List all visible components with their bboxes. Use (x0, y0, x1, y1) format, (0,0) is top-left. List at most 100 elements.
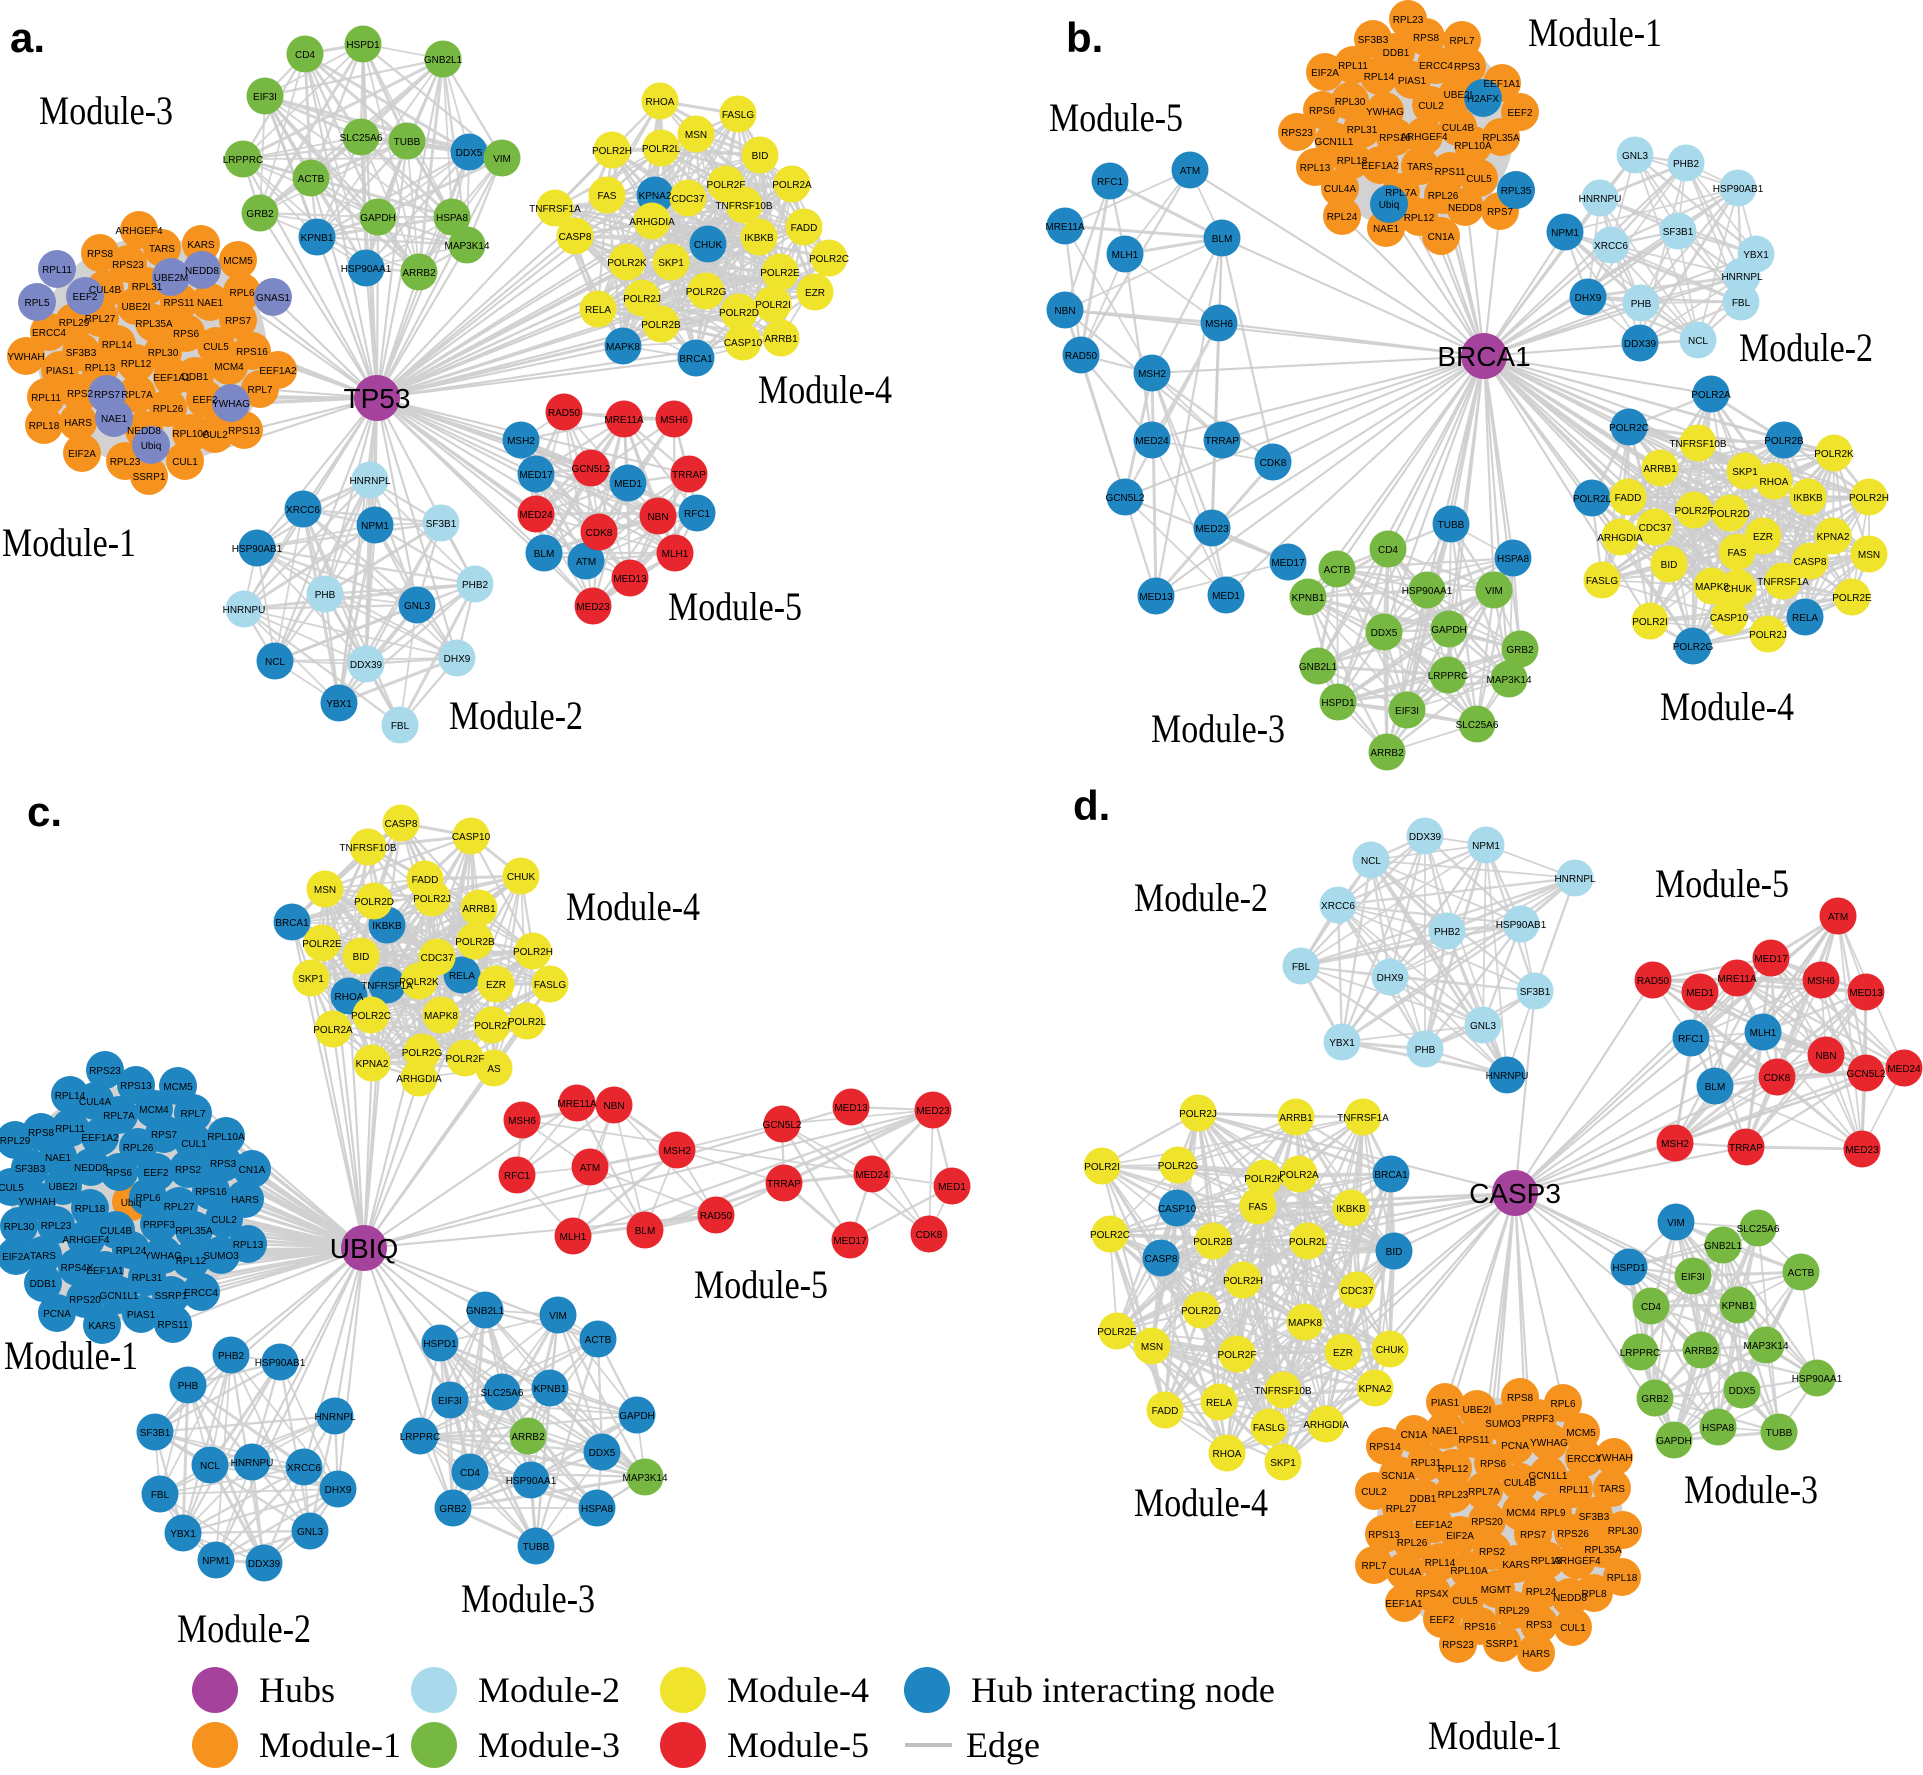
svg-text:MCM5: MCM5 (1566, 1428, 1596, 1439)
svg-text:ATM: ATM (1828, 912, 1848, 923)
svg-text:CUL2: CUL2 (1361, 1487, 1387, 1498)
svg-text:Module-1: Module-1 (1428, 1713, 1562, 1758)
svg-text:RPL18: RPL18 (75, 1204, 106, 1215)
svg-text:RPS8: RPS8 (28, 1128, 55, 1139)
svg-text:EIF3I: EIF3I (1395, 706, 1419, 717)
svg-text:HARS: HARS (1522, 1649, 1550, 1660)
svg-text:ACTB: ACTB (1324, 565, 1351, 576)
svg-text:YWHAH: YWHAH (18, 1197, 55, 1208)
svg-text:PHB: PHB (178, 1381, 199, 1392)
svg-text:MED17: MED17 (833, 1236, 867, 1247)
svg-text:EIF3I: EIF3I (253, 92, 277, 103)
svg-text:RPL7A: RPL7A (103, 1111, 135, 1122)
svg-text:c.: c. (27, 788, 62, 835)
svg-text:MRE11A: MRE11A (1717, 974, 1757, 985)
svg-text:Module-5: Module-5 (668, 584, 802, 629)
svg-text:Ubiq: Ubiq (141, 441, 162, 452)
svg-text:RPL11: RPL11 (1559, 1485, 1589, 1496)
svg-text:RPL26: RPL26 (123, 1143, 154, 1154)
svg-text:KPNA2: KPNA2 (1359, 1384, 1392, 1395)
svg-text:POLR2A: POLR2A (772, 180, 812, 191)
svg-text:POLR2J: POLR2J (1749, 630, 1787, 641)
svg-text:CASP8: CASP8 (385, 819, 418, 830)
svg-text:BRCA1: BRCA1 (275, 918, 309, 929)
svg-text:RPL31: RPL31 (132, 282, 163, 293)
svg-text:MED17: MED17 (519, 470, 553, 481)
svg-text:RPL12: RPL12 (1438, 1464, 1469, 1475)
svg-text:SUMO3: SUMO3 (1485, 1419, 1521, 1430)
svg-text:GNAS1: GNAS1 (256, 293, 290, 304)
svg-text:MAPK8: MAPK8 (606, 342, 640, 353)
svg-text:Module-3: Module-3 (478, 1725, 620, 1765)
svg-text:RPL23: RPL23 (110, 457, 141, 468)
svg-text:ARHGEF4: ARHGEF4 (1553, 1556, 1601, 1567)
svg-text:MAP3K14: MAP3K14 (1743, 1341, 1788, 1352)
svg-text:RPS7: RPS7 (225, 316, 252, 327)
svg-text:MCM4: MCM4 (139, 1105, 169, 1116)
svg-text:EEF2: EEF2 (1429, 1615, 1454, 1626)
svg-text:MED13: MED13 (834, 1103, 868, 1114)
svg-text:GCN1L1: GCN1L1 (1529, 1471, 1568, 1482)
svg-text:XRCC6: XRCC6 (1321, 901, 1355, 912)
svg-text:Edge: Edge (966, 1725, 1040, 1765)
svg-text:IKBKB: IKBKB (744, 233, 774, 244)
svg-text:POLR2H: POLR2H (513, 947, 553, 958)
svg-text:DHX9: DHX9 (1575, 293, 1602, 304)
svg-text:RPS23: RPS23 (112, 260, 144, 271)
svg-text:HNRNPL: HNRNPL (1721, 272, 1763, 283)
svg-text:Module-2: Module-2 (449, 693, 583, 738)
svg-text:CD4: CD4 (1378, 545, 1398, 556)
svg-text:NAE1: NAE1 (1432, 1426, 1459, 1437)
svg-text:RPS16: RPS16 (236, 347, 268, 358)
svg-text:EEF1A1: EEF1A1 (1483, 79, 1521, 90)
svg-text:ARHGDIA: ARHGDIA (1303, 1420, 1349, 1431)
svg-text:HSPA8: HSPA8 (1497, 554, 1529, 565)
svg-text:RAD50: RAD50 (548, 408, 581, 419)
svg-text:POLR2K: POLR2K (1244, 1174, 1284, 1185)
svg-text:TRRAP: TRRAP (672, 470, 706, 481)
svg-text:POLR2H: POLR2H (592, 146, 632, 157)
svg-text:FAS: FAS (1249, 1202, 1268, 1213)
svg-text:SKP1: SKP1 (1270, 1458, 1296, 1469)
svg-text:TARS: TARS (149, 244, 175, 255)
svg-text:IKBKB: IKBKB (1336, 1204, 1366, 1215)
svg-text:HNRNPU: HNRNPU (1579, 194, 1622, 205)
svg-text:EZR: EZR (486, 980, 506, 991)
svg-text:RELA: RELA (585, 305, 611, 316)
svg-text:RPL14: RPL14 (1364, 72, 1395, 83)
svg-text:POLR2I: POLR2I (755, 300, 791, 311)
svg-text:RPS6: RPS6 (173, 329, 200, 340)
svg-text:MLH1: MLH1 (1750, 1028, 1777, 1039)
svg-text:PHB: PHB (1631, 299, 1652, 310)
svg-text:KARS: KARS (1502, 1560, 1530, 1571)
svg-text:ERCC4: ERCC4 (1567, 1454, 1601, 1465)
svg-text:MED17: MED17 (1271, 558, 1305, 569)
svg-text:GNL3: GNL3 (1470, 1021, 1497, 1032)
svg-text:RPL31: RPL31 (1411, 1458, 1442, 1469)
svg-text:EIF2A: EIF2A (1446, 1531, 1474, 1542)
svg-text:Module-1: Module-1 (4, 1333, 138, 1378)
svg-text:POLR2D: POLR2D (354, 897, 394, 908)
svg-text:CN1A: CN1A (239, 1165, 266, 1176)
svg-text:YWHAH: YWHAH (7, 352, 44, 363)
svg-text:HSPA8: HSPA8 (436, 213, 468, 224)
svg-text:RPL24: RPL24 (1526, 1587, 1557, 1598)
svg-text:TNFRSF10B: TNFRSF10B (339, 843, 397, 854)
svg-text:CDC37: CDC37 (1341, 1286, 1374, 1297)
svg-text:RPL10A: RPL10A (1450, 1566, 1488, 1577)
svg-text:CN1A: CN1A (1428, 232, 1455, 243)
svg-text:SF3B1: SF3B1 (1663, 227, 1694, 238)
svg-text:GAPDH: GAPDH (360, 213, 396, 224)
svg-text:MED23: MED23 (1845, 1145, 1879, 1156)
svg-text:DDX39: DDX39 (248, 1559, 281, 1570)
svg-text:RPL35A: RPL35A (135, 319, 173, 330)
svg-text:POLR2E: POLR2E (760, 268, 800, 279)
svg-text:Module-5: Module-5 (727, 1725, 869, 1765)
svg-text:Module-3: Module-3 (1151, 706, 1285, 751)
svg-text:RPS3: RPS3 (1454, 62, 1481, 73)
svg-text:DDX5: DDX5 (589, 1448, 616, 1459)
svg-text:MSH6: MSH6 (660, 415, 688, 426)
svg-text:POLR2G: POLR2G (402, 1048, 443, 1059)
svg-text:NAE1: NAE1 (45, 1153, 72, 1164)
svg-text:RPS8: RPS8 (87, 249, 114, 260)
